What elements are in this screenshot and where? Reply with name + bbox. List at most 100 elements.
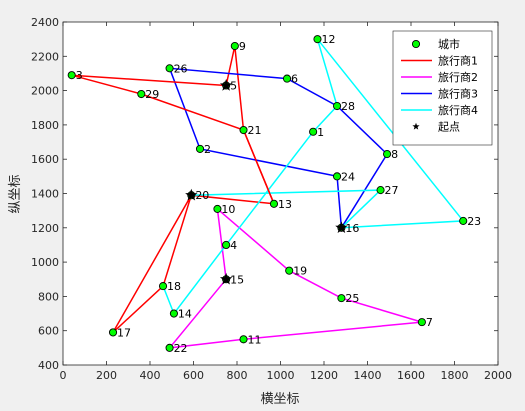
city-label: 6 xyxy=(291,73,298,86)
city-point xyxy=(137,89,146,99)
city-label: 3 xyxy=(76,69,83,82)
x-tick-label: 2000 xyxy=(484,369,512,382)
city-label: 20 xyxy=(195,189,209,202)
city-label: 28 xyxy=(341,100,355,113)
y-tick-label: 2400 xyxy=(31,16,59,29)
city-label: 4 xyxy=(230,239,237,252)
route-line-2 xyxy=(167,207,423,349)
city-point xyxy=(67,71,76,80)
city-label: 24 xyxy=(341,170,355,183)
city-label: 10 xyxy=(221,203,235,216)
y-ticks: 400 600 800 1000 1200 1400 1600 1800 2000 2200 240… xyxy=(31,16,498,372)
city-label: 26 xyxy=(174,62,188,75)
city-label: 12 xyxy=(321,33,335,46)
y-tick-label: 800 xyxy=(38,290,59,303)
y-tick-label: 1400 xyxy=(31,188,59,201)
start-point-star xyxy=(219,272,233,285)
city-label: 27 xyxy=(385,184,399,197)
city-point xyxy=(417,318,426,327)
city-point xyxy=(332,172,342,181)
city-label: 5 xyxy=(230,79,237,92)
city-point xyxy=(337,294,346,303)
city-point xyxy=(239,125,248,135)
city-point xyxy=(195,144,205,153)
start-points-layer xyxy=(185,78,348,285)
city-label: 29 xyxy=(145,88,159,101)
city-point xyxy=(165,64,174,73)
x-tick-label: 400 xyxy=(140,369,161,382)
x-tick-label: 1200 xyxy=(310,369,338,382)
legend-box xyxy=(392,30,493,146)
x-tick-label: 600 xyxy=(183,369,204,382)
route-line-4 xyxy=(162,38,465,316)
city-label: 19 xyxy=(293,265,307,278)
city-label: 17 xyxy=(117,326,131,339)
route-line-1 xyxy=(112,45,276,333)
city-point xyxy=(108,328,118,337)
city-label: 9 xyxy=(239,40,246,53)
city-point xyxy=(158,282,168,291)
city-label: 13 xyxy=(278,198,292,211)
x-tick-label: 200 xyxy=(96,369,117,382)
city-label: 7 xyxy=(426,316,433,329)
city-point xyxy=(383,150,392,159)
city-point xyxy=(239,335,248,344)
city-point xyxy=(313,35,322,44)
y-axis-label: 纵坐标 xyxy=(8,174,23,213)
city-label: 18 xyxy=(167,280,181,293)
y-tick-label: 1200 xyxy=(31,222,59,235)
x-tick-label: 1000 xyxy=(267,369,295,382)
x-ticks: 0 200 400 600 800 1000 1200 1400 1600 1800 2000 xyxy=(60,22,512,382)
start-point-star xyxy=(185,188,198,201)
legend-series-label: 旅行商1 xyxy=(438,54,478,68)
city-label: 16 xyxy=(345,222,359,235)
legend-start-label: 起点 xyxy=(438,121,460,134)
legend-cities-label: 城市 xyxy=(438,37,460,51)
city-label: 25 xyxy=(345,292,359,305)
city-label: 14 xyxy=(178,308,192,321)
city-point xyxy=(222,240,231,249)
legend-series-label: 旅行商3 xyxy=(438,87,478,101)
y-tick-label: 1000 xyxy=(31,256,59,269)
route-line-3 xyxy=(168,67,389,229)
y-tick-label: 600 xyxy=(38,325,59,338)
city-point xyxy=(269,199,279,208)
legend-series-label: 旅行商4 xyxy=(438,103,478,117)
city-label: 15 xyxy=(230,273,244,286)
y-tick-label: 1800 xyxy=(31,119,59,132)
cities-layer: 1234567891011121314151617181920212223242… xyxy=(67,33,481,355)
city-label: 22 xyxy=(174,342,188,355)
legend-start-marker xyxy=(412,122,420,130)
city-point xyxy=(332,101,342,111)
x-tick-label: 1400 xyxy=(354,369,382,382)
city-point xyxy=(376,186,385,195)
city-point xyxy=(213,204,222,213)
city-label: 21 xyxy=(248,124,262,137)
x-tick-label: 800 xyxy=(227,369,248,382)
y-tick-label: 1600 xyxy=(31,153,59,166)
city-point xyxy=(169,309,178,318)
start-point-star xyxy=(219,78,233,91)
x-tick-label: 1600 xyxy=(397,369,425,382)
x-axis-label: 横坐标 xyxy=(260,392,299,407)
city-label: 8 xyxy=(391,148,398,161)
y-tick-label: 400 xyxy=(38,359,59,372)
city-label: 23 xyxy=(467,215,481,228)
y-tick-label: 2200 xyxy=(31,50,59,63)
city-point xyxy=(285,266,294,275)
legend-city-marker xyxy=(411,39,421,49)
start-point-star xyxy=(335,221,348,234)
city-point xyxy=(230,41,239,51)
city-point xyxy=(459,216,468,225)
city-point xyxy=(165,343,174,352)
y-tick-label: 2000 xyxy=(31,85,59,98)
city-point xyxy=(282,74,292,83)
city-label: 1 xyxy=(317,126,324,139)
legend-series-label: 旅行商2 xyxy=(438,70,478,84)
x-tick-label: 0 xyxy=(60,369,67,382)
city-label: 2 xyxy=(204,143,211,156)
city-point xyxy=(309,127,318,136)
city-label: 11 xyxy=(248,333,262,346)
